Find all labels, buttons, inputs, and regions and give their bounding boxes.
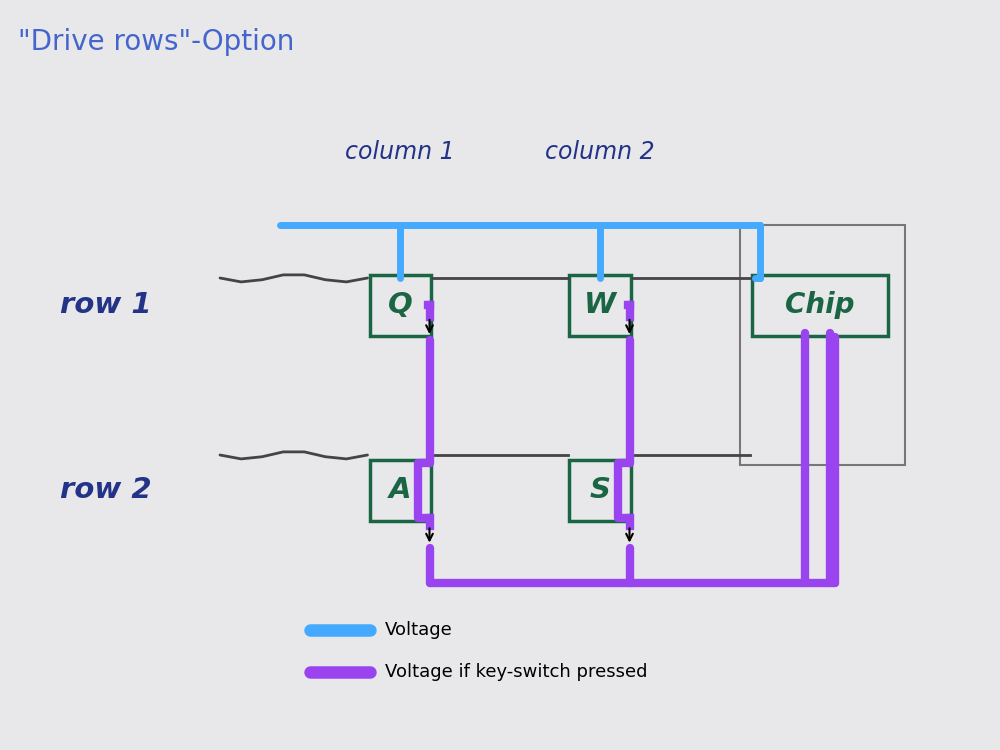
Text: A: A — [389, 476, 411, 504]
Text: Q: Q — [388, 291, 412, 319]
Text: row 2: row 2 — [60, 476, 152, 504]
Text: Chip: Chip — [785, 291, 855, 319]
Text: column 1: column 1 — [345, 140, 455, 164]
Text: S: S — [590, 476, 610, 504]
Text: row 1: row 1 — [60, 291, 152, 319]
Text: "Drive rows"-Option: "Drive rows"-Option — [18, 28, 294, 56]
Text: Voltage: Voltage — [385, 621, 453, 639]
Text: Voltage if key-switch pressed: Voltage if key-switch pressed — [385, 663, 648, 681]
Text: W: W — [584, 291, 616, 319]
Text: column 2: column 2 — [545, 140, 655, 164]
Bar — [740, 225, 905, 465]
